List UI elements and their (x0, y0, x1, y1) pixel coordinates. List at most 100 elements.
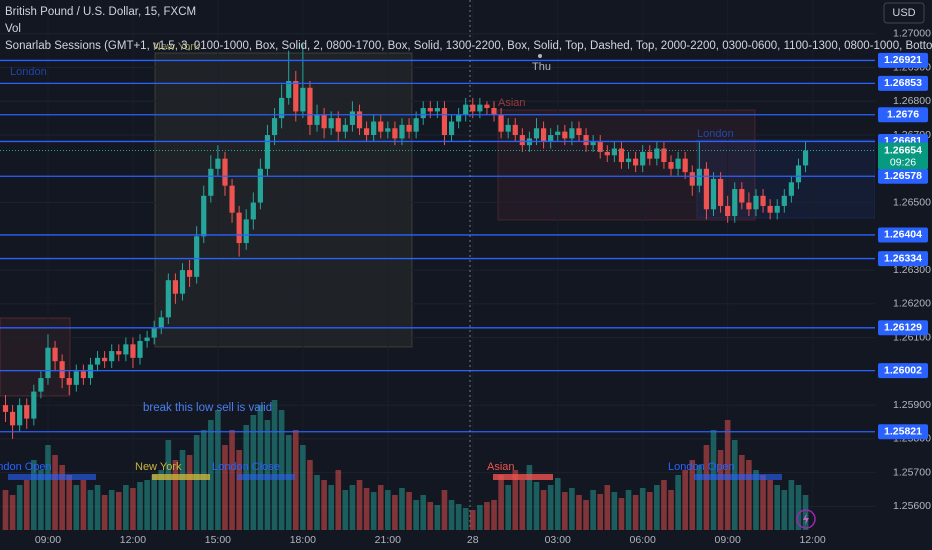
candle-body (654, 148, 660, 159)
volume-bar (576, 495, 582, 530)
x-tick-label: 09:00 (35, 534, 61, 546)
y-tick-label: 1.26800 (893, 95, 931, 107)
volume (2, 400, 809, 530)
volume-bar (377, 485, 384, 530)
candle-body (725, 205, 731, 217)
volume-bar (2, 490, 9, 530)
candle-body (519, 135, 525, 146)
volume-bar (250, 415, 257, 530)
volume-bar (675, 475, 681, 530)
candle-body (172, 280, 179, 294)
candle-body (194, 236, 200, 277)
x-tick-label: 21:00 (375, 534, 401, 546)
axis-labels: 1.270001.269001.268001.267001.265001.263… (35, 28, 931, 546)
candle-body (321, 114, 327, 129)
session-box (696, 139, 876, 219)
level-label: 1.26129 (884, 322, 922, 334)
candle-body (625, 158, 632, 163)
candle-body (38, 378, 44, 392)
candle-body (590, 141, 596, 146)
candle-body (151, 327, 157, 338)
candle-body (795, 165, 802, 183)
candle-body (760, 195, 766, 206)
volume-bar (300, 445, 306, 530)
candle-body (385, 128, 391, 132)
volume-bar (469, 510, 476, 530)
level-tag (878, 107, 928, 123)
candle-body (236, 212, 242, 244)
candle-body (378, 121, 384, 132)
candle-body (314, 114, 320, 125)
candle-body (717, 178, 724, 206)
candle-body (201, 195, 207, 237)
volume-bar (477, 505, 483, 530)
candle-body (746, 202, 752, 210)
candle-body (243, 219, 249, 244)
day-dot (538, 54, 542, 58)
candle-body (215, 158, 221, 169)
volume-bar (307, 460, 313, 530)
volume-bar (38, 470, 44, 530)
volume-bar (484, 502, 490, 530)
candle-body (2, 405, 9, 412)
candle-body (562, 131, 568, 139)
candle-body (80, 371, 86, 379)
volume-bar (788, 480, 795, 530)
candle-body (250, 202, 256, 220)
volume-bar (321, 480, 327, 530)
alert-icon[interactable] (796, 509, 816, 529)
candle-body (732, 189, 738, 217)
volume-bar (137, 482, 143, 530)
countdown: 09:26 (890, 156, 916, 168)
volume-bar (498, 475, 504, 530)
candle-body (491, 108, 497, 115)
volume-bar (569, 488, 575, 530)
x-tick-label: 18:00 (290, 534, 316, 546)
volume-bar (115, 492, 122, 530)
x-tick-label: 12:00 (799, 534, 825, 546)
level-label: 1.2676 (887, 109, 919, 121)
volume-bar (646, 492, 653, 530)
candle-body (441, 108, 448, 136)
candle-body (307, 87, 313, 125)
currency-button[interactable] (883, 2, 925, 24)
candle-body (802, 150, 809, 166)
volume-bar (767, 480, 773, 530)
candle-body (342, 124, 348, 132)
volume-bar (172, 460, 179, 530)
volume-bar (158, 470, 165, 530)
candle-body (392, 128, 398, 139)
volume-bar (179, 450, 186, 530)
session-label: Asian (498, 97, 526, 109)
volume-bar (774, 485, 781, 530)
volume-bar (399, 488, 405, 530)
level-label: 1.26578 (884, 170, 922, 182)
volume-bar (9, 495, 16, 530)
volume-bar (271, 400, 278, 530)
volume-bar (222, 445, 228, 530)
volume-bar (739, 455, 745, 530)
candle-body (689, 172, 695, 186)
candle-body (611, 148, 617, 156)
volume-bar (342, 490, 349, 530)
volume-bar (795, 485, 802, 530)
volume-bar (696, 465, 703, 530)
candle-body (45, 347, 51, 379)
volume-bar (285, 435, 292, 530)
volume-bar (59, 465, 65, 530)
candle-body (576, 128, 582, 136)
x-tick-label: 09:00 (715, 534, 741, 546)
session-label: London (697, 128, 734, 140)
candle-body (661, 148, 667, 163)
volume-bar (406, 492, 412, 530)
candle-body (286, 81, 292, 98)
currency[interactable]: USD (892, 7, 915, 19)
candle-body (271, 118, 278, 136)
level-tag (878, 168, 928, 184)
candle-body (767, 205, 773, 213)
level-label: 1.26404 (884, 229, 922, 241)
volume-bar (413, 500, 419, 530)
volume-bar (31, 460, 37, 530)
candle-body (569, 128, 575, 139)
y-tick-label: 1.27000 (893, 28, 931, 40)
